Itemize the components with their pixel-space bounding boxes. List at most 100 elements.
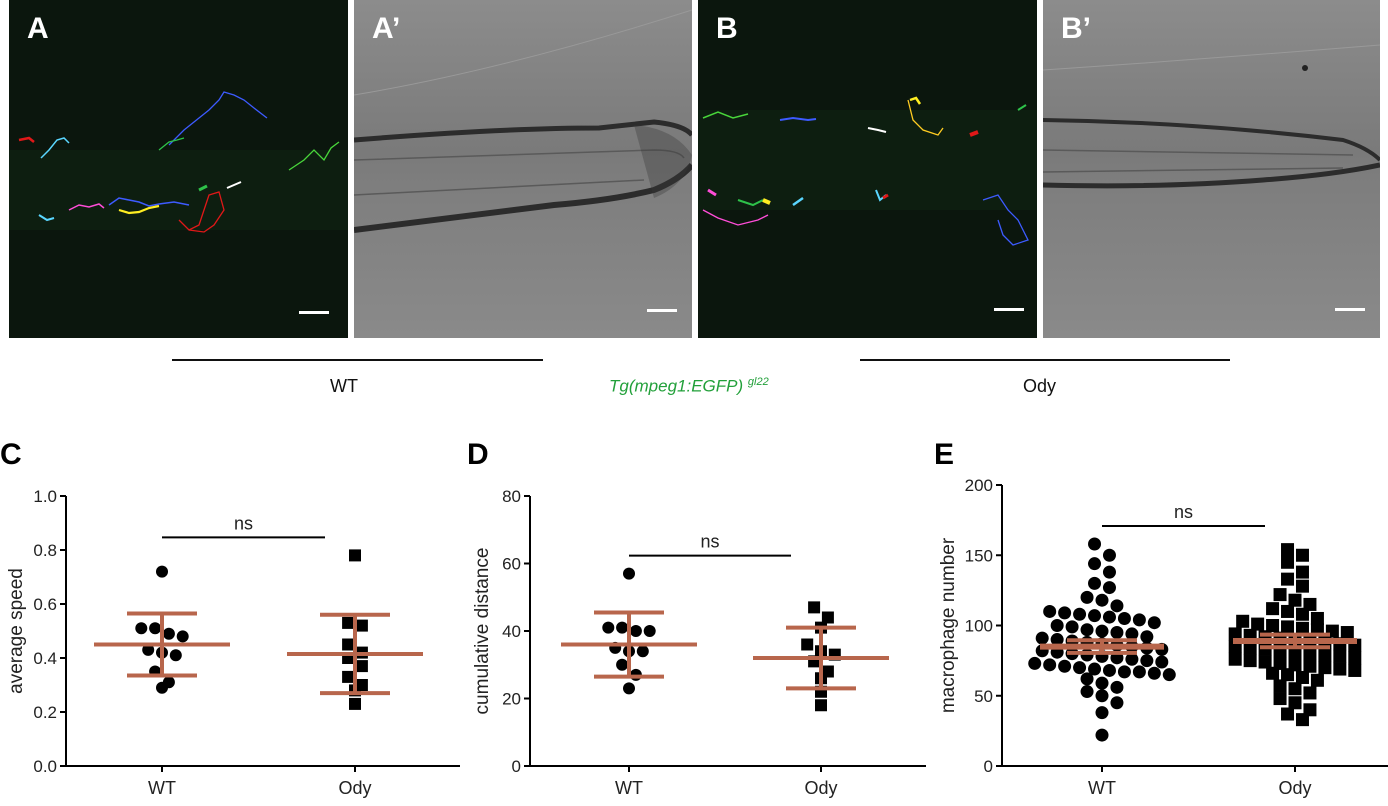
y-tick-label: 0.2: [33, 703, 57, 722]
data-point: [1258, 642, 1272, 656]
data-point: [1102, 565, 1116, 579]
data-point: [156, 681, 168, 694]
data-point: [1080, 648, 1094, 662]
data-point: [156, 565, 168, 578]
data-point: [355, 660, 368, 673]
data-point: [135, 622, 148, 635]
data-point: [623, 567, 635, 580]
data-point: [1140, 654, 1154, 668]
y-tick-label: 50: [974, 687, 993, 706]
average-speed-chart: 0.0 0.2 0.4 0.6 0.8 1.0 average speed WT Ody ns: [6, 487, 460, 798]
panel-a-fluorescence: A: [9, 0, 348, 338]
data-point: [162, 627, 175, 640]
data-point: [1088, 537, 1102, 551]
transgene-allele: gl22: [747, 376, 769, 388]
data-point: [1095, 624, 1109, 638]
data-point: [1318, 661, 1332, 675]
ody-genotype-label: Ody: [1023, 376, 1057, 396]
panel-letter: C: [0, 438, 22, 471]
data-point: [342, 616, 355, 629]
macrophage-number-chart: 0 50 100 150 200 macrophage number WT Ody ns: [938, 476, 1388, 798]
data-point: [1288, 682, 1302, 696]
data-point: [1251, 617, 1265, 631]
data-point: [1162, 668, 1176, 682]
y-tick-label: 80: [502, 487, 521, 506]
x-tick-label: WT: [615, 778, 643, 798]
data-point: [1125, 627, 1139, 641]
data-point: [1088, 609, 1102, 623]
data-point: [169, 649, 182, 662]
data-point: [1095, 593, 1109, 607]
panel-letter: D: [467, 438, 489, 471]
data-point: [1155, 655, 1169, 669]
data-point: [1288, 696, 1302, 710]
wt-group-line: [172, 359, 543, 361]
data-point: [1295, 607, 1309, 621]
scale-bar: [299, 311, 329, 314]
data-point: [1236, 614, 1250, 628]
data-point: [821, 611, 834, 624]
data-point: [1095, 728, 1109, 742]
data-point: [342, 638, 355, 651]
x-tick-label: WT: [1088, 778, 1116, 798]
tail-brightfield-image: [1043, 44, 1380, 189]
significance-label: ns: [1174, 502, 1193, 522]
data-point: [1065, 620, 1079, 634]
data-point: [1095, 689, 1109, 703]
data-point: [1281, 572, 1295, 586]
data-point: [1058, 659, 1072, 673]
panel-b-brightfield: B’: [1043, 0, 1380, 338]
data-point: [342, 670, 355, 683]
y-tick-label: 0.8: [33, 541, 57, 560]
data-point: [1080, 685, 1094, 699]
macrophage-tracks: [9, 0, 348, 338]
significance-label: ns: [234, 513, 253, 533]
y-tick-label: 150: [965, 546, 993, 565]
data-point: [1281, 604, 1295, 618]
panel-a-brightfield: A’: [354, 0, 692, 338]
data-point: [1102, 663, 1116, 677]
y-tick-label: 60: [502, 555, 521, 574]
data-point: [1125, 652, 1139, 666]
data-point: [1147, 616, 1161, 630]
data-point: [1333, 649, 1347, 663]
data-point: [1303, 647, 1317, 661]
data-point: [1348, 663, 1362, 677]
data-point: [1102, 548, 1116, 562]
data-point: [1303, 659, 1317, 673]
data-point: [1258, 655, 1272, 669]
data-point: [176, 630, 189, 643]
y-axis-label: average speed: [6, 568, 27, 694]
y-tick-label: 0: [512, 757, 521, 776]
data-point: [801, 638, 814, 651]
data-point: [1295, 565, 1309, 579]
data-point: [149, 622, 162, 635]
data-point: [1281, 620, 1295, 634]
data-point: [1295, 670, 1309, 684]
data-point: [636, 645, 649, 658]
x-tick-label: WT: [148, 778, 176, 798]
data-point: [349, 549, 361, 562]
data-point: [1043, 604, 1057, 618]
y-tick-label: 100: [965, 617, 993, 636]
data-point: [1243, 654, 1257, 668]
data-point: [1117, 665, 1131, 679]
data-point: [1295, 548, 1309, 562]
scale-bar: [994, 308, 1024, 311]
data-point: [1281, 555, 1295, 569]
cumulative-distance-chart: 0 20 40 60 80 cumulative distance WT Ody ns: [472, 487, 926, 798]
y-tick-label: 0.4: [33, 649, 57, 668]
data-point: [623, 682, 635, 695]
data-point: [1117, 611, 1131, 625]
data-point: [1110, 599, 1124, 613]
data-point: [1110, 626, 1124, 640]
data-point: [1228, 652, 1242, 666]
data-point: [1050, 633, 1064, 647]
data-point: [1095, 676, 1109, 690]
data-point: [1058, 606, 1072, 620]
data-point: [602, 621, 615, 634]
data-point: [1110, 696, 1124, 710]
panel-b-fluorescence: B: [698, 0, 1037, 338]
scale-bar: [647, 309, 677, 312]
x-tick-label: Ody: [1278, 778, 1311, 798]
